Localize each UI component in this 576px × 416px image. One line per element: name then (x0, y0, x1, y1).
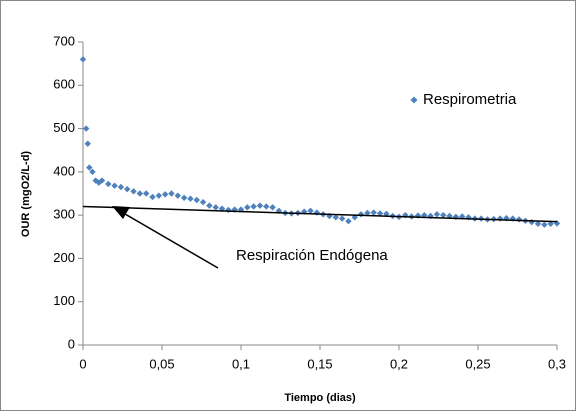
data-point (124, 185, 131, 193)
data-point (212, 204, 219, 211)
data-point (143, 190, 150, 197)
data-point (256, 202, 264, 209)
data-point (187, 195, 194, 202)
data-point (421, 211, 428, 219)
data-point (86, 164, 93, 171)
data-point (149, 193, 156, 201)
y-axis-title: OUR (mgO2/L-d) (20, 151, 32, 237)
data-point (155, 192, 163, 199)
data-point (117, 183, 125, 191)
data-point (345, 218, 352, 225)
data-point (440, 211, 447, 219)
data-point (84, 140, 91, 147)
data-point (174, 192, 181, 199)
data-point (534, 220, 542, 227)
data-point (541, 221, 548, 228)
x-tick-label: 0,05 (149, 356, 174, 371)
data-point (193, 196, 200, 204)
data-point (263, 203, 270, 210)
y-tick-label: 200 (53, 250, 75, 265)
y-tick-label: 500 (53, 120, 75, 135)
trend-line (82, 205, 558, 223)
data-point (98, 177, 106, 184)
data-point (136, 190, 144, 197)
data-point (199, 198, 207, 206)
data-point (250, 203, 257, 210)
data-point (376, 210, 384, 217)
data-point (364, 209, 371, 217)
data-point (92, 177, 99, 184)
x-tick-label: 0,25 (465, 356, 490, 371)
y-tick-label: 700 (53, 33, 75, 48)
data-point (79, 56, 87, 63)
data-point (332, 214, 339, 221)
y-tick-label: 600 (53, 77, 75, 92)
data-point (180, 194, 188, 202)
arrow-head (112, 206, 130, 219)
data-point (446, 212, 453, 220)
y-tick-label: 100 (53, 293, 75, 308)
y-tick-label: 300 (53, 207, 75, 222)
x-tick-label: 0,2 (390, 356, 408, 371)
x-tick-label: 0,1 (232, 356, 250, 371)
x-tick-label: 0 (79, 356, 86, 371)
data-point (244, 204, 251, 211)
data-point (111, 182, 118, 189)
data-point (515, 216, 523, 223)
x-tick-label: 0,15 (307, 356, 332, 371)
data-point (168, 190, 175, 197)
x-tick-label: 0,3 (548, 356, 566, 371)
legend-marker (410, 96, 418, 104)
data-point (161, 191, 169, 198)
data-point (130, 188, 137, 195)
data-point (89, 168, 96, 176)
annotation-arrow (124, 213, 219, 269)
x-axis-title: Tiempo (dias) (284, 392, 356, 404)
data-point (237, 206, 245, 213)
data-point (528, 218, 535, 226)
y-tick-label: 0 (68, 336, 75, 351)
data-point (206, 202, 213, 209)
data-point (82, 125, 90, 132)
data-point (433, 211, 441, 218)
legend-label: Respirometria (423, 91, 517, 108)
data-point (338, 215, 346, 222)
data-point (307, 207, 314, 215)
data-point (370, 209, 377, 216)
y-tick-label: 400 (53, 163, 75, 178)
data-point (547, 220, 554, 227)
data-point (269, 204, 276, 211)
annotation: Respiración Endógena (236, 247, 388, 264)
data-point (105, 180, 112, 188)
